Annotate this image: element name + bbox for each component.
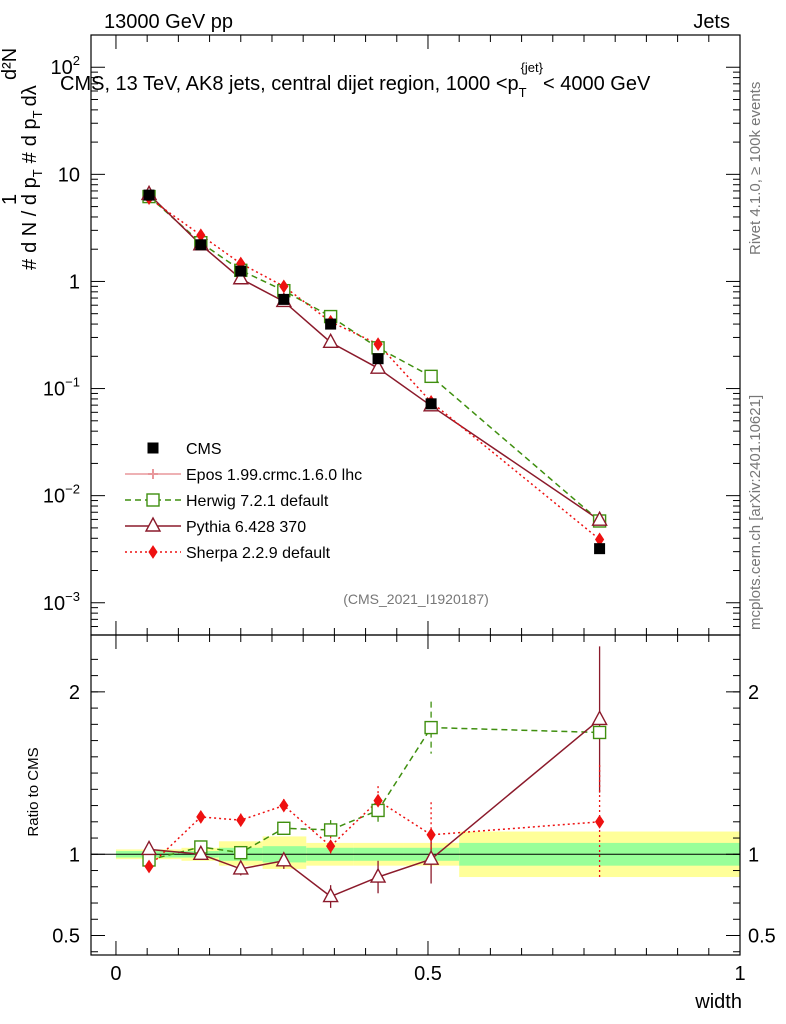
ratio-point-2-5 [369, 867, 387, 883]
legend-marker-0 [148, 469, 158, 479]
legend-marker-1 [146, 493, 160, 507]
ratio-ytick-label-right: 0.5 [748, 926, 776, 948]
main-point-2-7 [591, 510, 608, 526]
cms-point-1 [195, 239, 207, 251]
ratio-point-1-7 [592, 725, 607, 740]
legend-marker-2 [144, 516, 162, 532]
main-ytick-exp: −3 [65, 589, 80, 604]
main-ytick-label: 1 [69, 271, 80, 293]
ratio-point-3-5 [373, 793, 383, 808]
main-point-1-6 [424, 369, 438, 384]
legend-label-3: Sherpa 2.2.9 default [186, 545, 331, 562]
ratio-point-3-0 [144, 859, 154, 874]
cms-point-0 [143, 189, 155, 201]
ratio-point-3-2 [236, 813, 246, 828]
legend-label-0: Epos 1.99.crmc.1.6.0 lhc [186, 467, 362, 484]
chart-title-pre: CMS, 13 TeV, AK8 jets, central dijet reg… [60, 73, 519, 95]
ratio-point-3-7 [594, 814, 605, 829]
chart-title-sub: T [519, 85, 527, 100]
main-ytick-base: 10 [43, 486, 65, 508]
ratio-ytick-label: 2 [69, 682, 80, 704]
ratio-ytick-label: 1 [69, 844, 80, 866]
main-ytick-exp: 2 [73, 53, 80, 68]
ratio-point-2-0 [140, 839, 158, 856]
cms-point-4 [325, 318, 337, 330]
main-ytick-label: 10 [58, 164, 80, 186]
legend-label-cms: CMS [186, 441, 222, 458]
ratio-point-1-2 [234, 845, 248, 860]
analysis-label: (CMS_2021_I1920187) [343, 591, 489, 607]
ratio-point-3-1 [196, 810, 206, 824]
main-point-3-3 [279, 279, 289, 294]
ylabel-prefix: # [19, 258, 41, 270]
ylabel-d2-top: d²N [0, 48, 21, 80]
mcplots-label: mcplots.cern.ch [arXiv:2401.10621] [747, 395, 764, 630]
ratio-point-2-7 [591, 709, 608, 726]
ylabel-hash: # [19, 151, 41, 163]
x-axis-label: width [694, 991, 742, 1013]
chart-title-sup: {jet} [521, 60, 544, 75]
main-ytick-exp: −2 [65, 482, 80, 497]
ratio-line-2 [148, 718, 601, 898]
ratio-point-1-4 [323, 823, 338, 837]
cms-point-5 [372, 353, 384, 365]
rivet-label: Rivet 4.1.0, ≥ 100k events [747, 82, 764, 255]
main-point-2-2 [232, 269, 249, 285]
ratio-ytick-label-right: 2 [748, 682, 759, 704]
main-ytick-label: 10−3 [43, 589, 80, 615]
legend: CMS Epos 1.99.crmc.1.6.0 lhc Herwig 7.2.1 … [125, 441, 362, 562]
legend-label-1: Herwig 7.2.1 default [186, 493, 329, 510]
main-ytick-label: 102 [51, 53, 80, 79]
ratio-point-2-1 [192, 844, 210, 860]
legend-label-2: Pythia 6.428 370 [186, 519, 306, 536]
x-tick-label: 0 [110, 963, 121, 985]
main-ytick-exp: −1 [65, 375, 80, 390]
ratio-point-1-3 [277, 821, 291, 835]
cms-point-7 [594, 543, 606, 555]
main-ytick-label: 10−1 [43, 375, 80, 401]
legend-marker-cms [147, 442, 159, 454]
legend-marker-3 [148, 545, 158, 559]
header-left: 13000 GeV pp [104, 11, 233, 33]
chart-title: CMS, 13 TeV, AK8 jets, central dijet reg… [60, 60, 651, 100]
main-point-3-5 [373, 337, 383, 352]
ratio-ytick-label-right: 1 [748, 844, 759, 866]
cms-point-3 [278, 293, 290, 305]
ylabel-d2-bottom-end: dλ [19, 85, 41, 106]
cms-point-6 [425, 398, 437, 410]
ylabel-frac-bottom-sub: T [30, 169, 45, 177]
ylabel-frac-bottom: d N / d p [19, 177, 41, 253]
main-ytick-base: 10 [51, 57, 73, 79]
series-markers [140, 184, 608, 903]
ylabel-frac-top: 1 [0, 194, 21, 205]
main-point-2-5 [369, 358, 387, 374]
chart-title-post: < 4000 GeV [543, 73, 651, 95]
x-tick-label: 1 [734, 963, 745, 985]
main-ylabel: #d N / d pT#d pTdλ [19, 85, 45, 270]
ratio-point-3-6 [426, 827, 436, 842]
ylabel-d2-bottom-sub: T [30, 110, 45, 118]
main-ytick-label: 10−2 [43, 482, 80, 508]
ratio-point-2-3 [275, 851, 292, 867]
ratio-frame [90, 634, 741, 956]
cms-point-2 [235, 265, 247, 277]
ratio-ytick-label: 0.5 [52, 926, 80, 948]
ratio-point-1-6 [424, 720, 438, 735]
ratio-point-2-2 [232, 859, 249, 875]
ratio-ylabel: Ratio to CMS [25, 747, 42, 836]
ratio-point-2-6 [422, 849, 440, 865]
main-point-2-4 [322, 332, 339, 349]
x-tick-label: 0.5 [414, 963, 442, 985]
ratio-point-2-4 [322, 887, 339, 903]
main-ytick-base: 10 [43, 593, 65, 615]
main-ytick-base: 10 [43, 379, 65, 401]
ratio-point-3-4 [326, 839, 336, 854]
ylabel-d2-bottom: d p [19, 118, 41, 146]
header-right: Jets [693, 11, 730, 33]
ratio-point-3-3 [279, 798, 289, 813]
